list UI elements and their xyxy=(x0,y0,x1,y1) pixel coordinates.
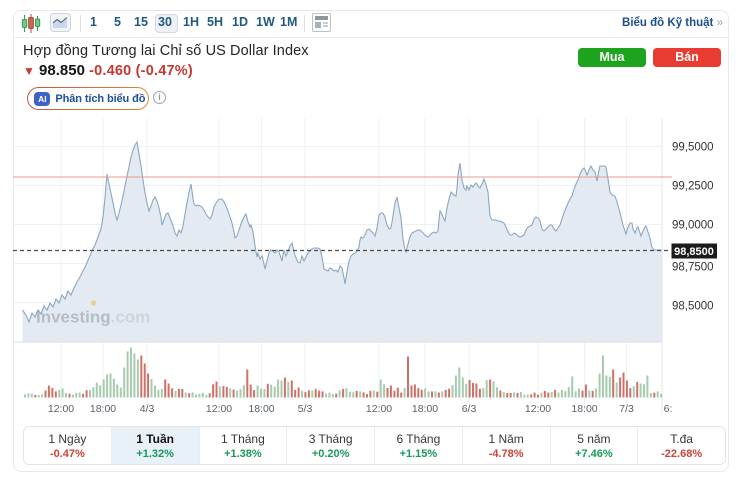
svg-text:98,7500: 98,7500 xyxy=(672,262,714,274)
svg-text:98,5000: 98,5000 xyxy=(672,301,714,313)
svg-text:12:00: 12:00 xyxy=(48,403,74,415)
svg-text:5/3: 5/3 xyxy=(298,403,313,415)
svg-text:12:00: 12:00 xyxy=(525,403,551,415)
svg-text:99,2500: 99,2500 xyxy=(672,181,714,193)
svg-text:12:00: 12:00 xyxy=(366,403,392,415)
svg-text:18:00: 18:00 xyxy=(412,403,438,415)
svg-text:99,5000: 99,5000 xyxy=(672,142,714,154)
svg-text:6:: 6: xyxy=(664,403,673,415)
svg-text:Investing.com: Investing.com xyxy=(36,308,150,327)
svg-text:7/3: 7/3 xyxy=(619,403,634,415)
svg-text:18:00: 18:00 xyxy=(90,403,116,415)
svg-text:18:00: 18:00 xyxy=(248,403,274,415)
svg-text:98,8500: 98,8500 xyxy=(674,246,714,258)
svg-text:99,0000: 99,0000 xyxy=(672,220,714,232)
svg-text:4/3: 4/3 xyxy=(140,403,155,415)
svg-text:18:00: 18:00 xyxy=(571,403,597,415)
svg-text:6/3: 6/3 xyxy=(462,403,477,415)
svg-text:12:00: 12:00 xyxy=(206,403,232,415)
